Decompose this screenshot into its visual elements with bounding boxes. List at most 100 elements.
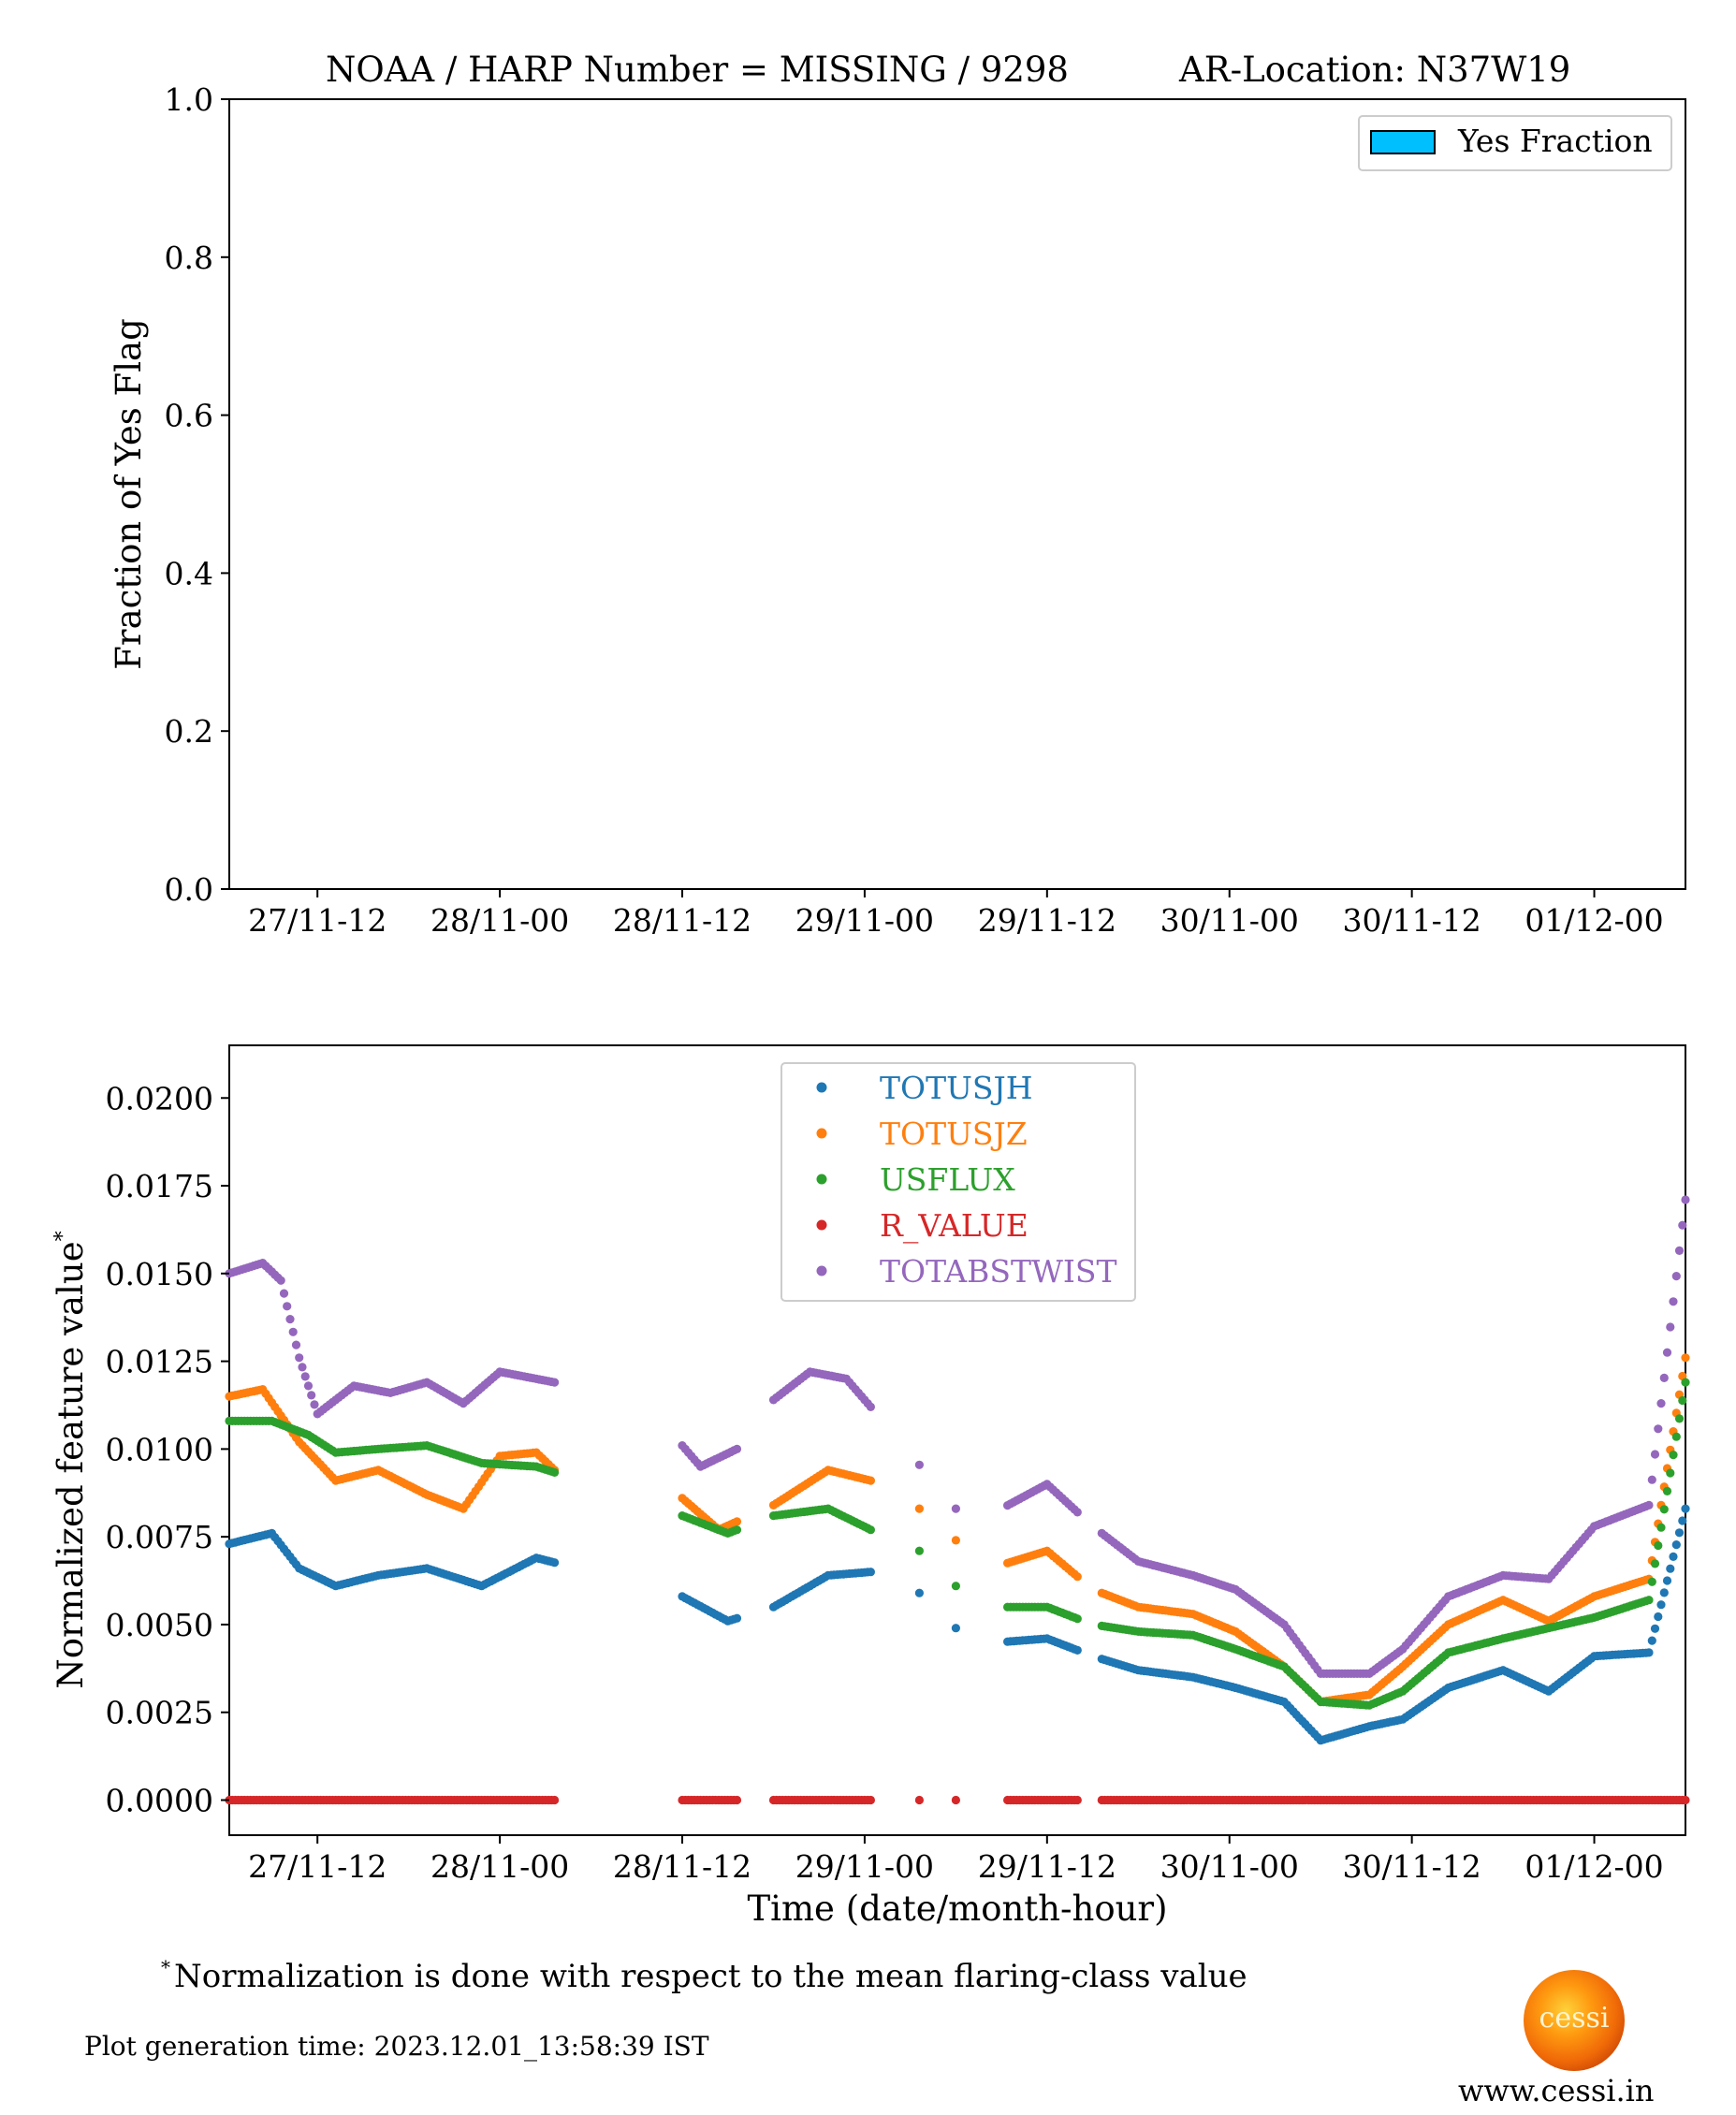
data-point bbox=[1647, 1475, 1656, 1484]
data-point bbox=[1674, 1246, 1685, 1255]
data-point bbox=[288, 1327, 298, 1336]
legend-label-yes-fraction: Yes Fraction bbox=[1457, 123, 1653, 159]
data-point bbox=[732, 1444, 742, 1453]
y-tick-label: 0.2 bbox=[165, 713, 213, 750]
y-tick-label: 0.4 bbox=[165, 555, 213, 591]
data-point bbox=[1072, 1572, 1082, 1582]
legend-marker bbox=[816, 1128, 827, 1139]
x-tick-label: 29/11-00 bbox=[795, 902, 934, 939]
series-usflux bbox=[225, 1378, 1690, 1710]
y-tick-label: 0.0075 bbox=[106, 1519, 213, 1555]
data-point bbox=[951, 1795, 960, 1805]
cessi-logo: cessi bbox=[1524, 1970, 1625, 2071]
data-point bbox=[303, 1381, 314, 1391]
data-point bbox=[1650, 1624, 1660, 1633]
data-point bbox=[732, 1613, 742, 1623]
data-point bbox=[1072, 1795, 1082, 1805]
data-point bbox=[1681, 1353, 1690, 1363]
x-tick-label: 30/11-00 bbox=[1160, 1848, 1299, 1885]
y-tick-label: 0.0125 bbox=[106, 1344, 213, 1380]
figure-title-location: AR-Location: N37W19 bbox=[1178, 50, 1570, 90]
data-point bbox=[1656, 1523, 1666, 1532]
data-point bbox=[1644, 1596, 1654, 1605]
features-legend-entries: TOTUSJH TOTUSJZ USFLUX R_VALUE TOTABSTWIST bbox=[816, 1070, 1117, 1290]
yes-fraction-plot-area bbox=[228, 98, 1686, 890]
data-point bbox=[1671, 1432, 1681, 1441]
y-tick-label: 0.0175 bbox=[106, 1168, 213, 1204]
x-tick-label: 28/11-00 bbox=[430, 1848, 569, 1885]
legend-marker bbox=[816, 1082, 827, 1093]
data-point bbox=[550, 1378, 560, 1387]
data-point bbox=[307, 1391, 316, 1400]
legend-label: TOTUSJZ bbox=[880, 1116, 1028, 1152]
features-points bbox=[225, 1195, 1690, 1805]
data-point bbox=[1072, 1614, 1082, 1624]
cessi-website: www.cessi.in bbox=[1458, 2073, 1655, 2108]
data-point bbox=[300, 1372, 310, 1381]
data-point bbox=[1647, 1577, 1656, 1586]
x-tick-label: 29/11-12 bbox=[978, 1848, 1116, 1885]
yes-fraction-panel: 0.0 0.2 0.4 0.6 0.8 1.0 27/11-12 28/11-00 28/11… bbox=[109, 81, 1686, 939]
footnote-text: Normalization is done with respect to th… bbox=[174, 1958, 1247, 1995]
data-point bbox=[866, 1525, 876, 1535]
yes-fraction-legend: Yes Fraction bbox=[1358, 115, 1672, 171]
yes-fraction-y-ticks: 0.0 0.2 0.4 0.6 0.8 1.0 bbox=[165, 81, 229, 908]
y-tick-label: 0.8 bbox=[165, 240, 213, 276]
legend-label: TOTUSJH bbox=[880, 1070, 1033, 1106]
legend-marker bbox=[816, 1174, 827, 1185]
data-point bbox=[291, 1340, 301, 1349]
data-point bbox=[1669, 1451, 1678, 1460]
data-point bbox=[550, 1467, 560, 1477]
data-point bbox=[1681, 1378, 1690, 1387]
plot-generation-time: Plot generation time: 2023.12.01_13:58:3… bbox=[84, 2031, 709, 2062]
features-y-axis-label-mark: * bbox=[51, 1231, 75, 1241]
x-tick-label: 28/11-12 bbox=[613, 902, 751, 939]
data-point bbox=[1644, 1500, 1654, 1510]
data-point bbox=[1644, 1648, 1654, 1657]
legend-label: TOTABSTWIST bbox=[880, 1253, 1117, 1290]
legend-swatch-yes-fraction bbox=[1370, 130, 1436, 154]
series-totusjh bbox=[225, 1504, 1690, 1745]
data-point bbox=[1654, 1612, 1663, 1622]
data-point bbox=[914, 1460, 925, 1469]
data-point bbox=[550, 1558, 560, 1568]
data-point bbox=[298, 1363, 307, 1372]
data-point bbox=[310, 1400, 319, 1409]
data-point bbox=[1650, 1559, 1660, 1568]
data-point bbox=[279, 1289, 289, 1298]
data-point bbox=[732, 1795, 742, 1805]
y-tick-label: 0.0050 bbox=[106, 1607, 213, 1643]
data-point bbox=[550, 1795, 560, 1805]
y-tick-label: 0.0100 bbox=[106, 1431, 213, 1467]
data-point bbox=[1650, 1450, 1660, 1459]
data-point bbox=[1659, 1373, 1669, 1382]
data-point bbox=[1671, 1540, 1681, 1550]
x-tick-label: 30/11-00 bbox=[1160, 902, 1299, 939]
data-point bbox=[1656, 1600, 1666, 1610]
data-point bbox=[914, 1588, 925, 1597]
y-tick-label: 0.0025 bbox=[106, 1695, 213, 1731]
y-tick-label: 0.0200 bbox=[106, 1080, 213, 1116]
features-x-ticks: 27/11-12 28/11-00 28/11-12 29/11-00 29/11-12… bbox=[248, 1835, 1664, 1885]
features-plot-area bbox=[228, 1044, 1686, 1836]
data-point bbox=[866, 1568, 876, 1577]
data-point bbox=[732, 1525, 742, 1535]
data-point bbox=[1659, 1505, 1669, 1514]
cessi-logo-text: cessi bbox=[1539, 2002, 1610, 2035]
legend-marker bbox=[816, 1219, 827, 1231]
data-point bbox=[866, 1795, 876, 1805]
data-point bbox=[1654, 1424, 1663, 1434]
data-point bbox=[1678, 1220, 1687, 1230]
y-tick-label: 1.0 bbox=[165, 81, 213, 118]
data-point bbox=[285, 1315, 295, 1324]
x-tick-label: 01/12-00 bbox=[1524, 1848, 1663, 1885]
data-point bbox=[1072, 1645, 1082, 1655]
y-tick-label: 0.0 bbox=[165, 871, 213, 908]
series-totabstwist bbox=[225, 1195, 1690, 1678]
data-point bbox=[283, 1302, 292, 1311]
yes-fraction-x-ticks: 27/11-12 28/11-00 28/11-12 29/11-00 29/11-12… bbox=[248, 889, 1664, 939]
data-point bbox=[951, 1582, 960, 1591]
yes-fraction-y-axis-label: Fraction of Yes Flag bbox=[109, 318, 149, 670]
data-point bbox=[1681, 1195, 1690, 1204]
